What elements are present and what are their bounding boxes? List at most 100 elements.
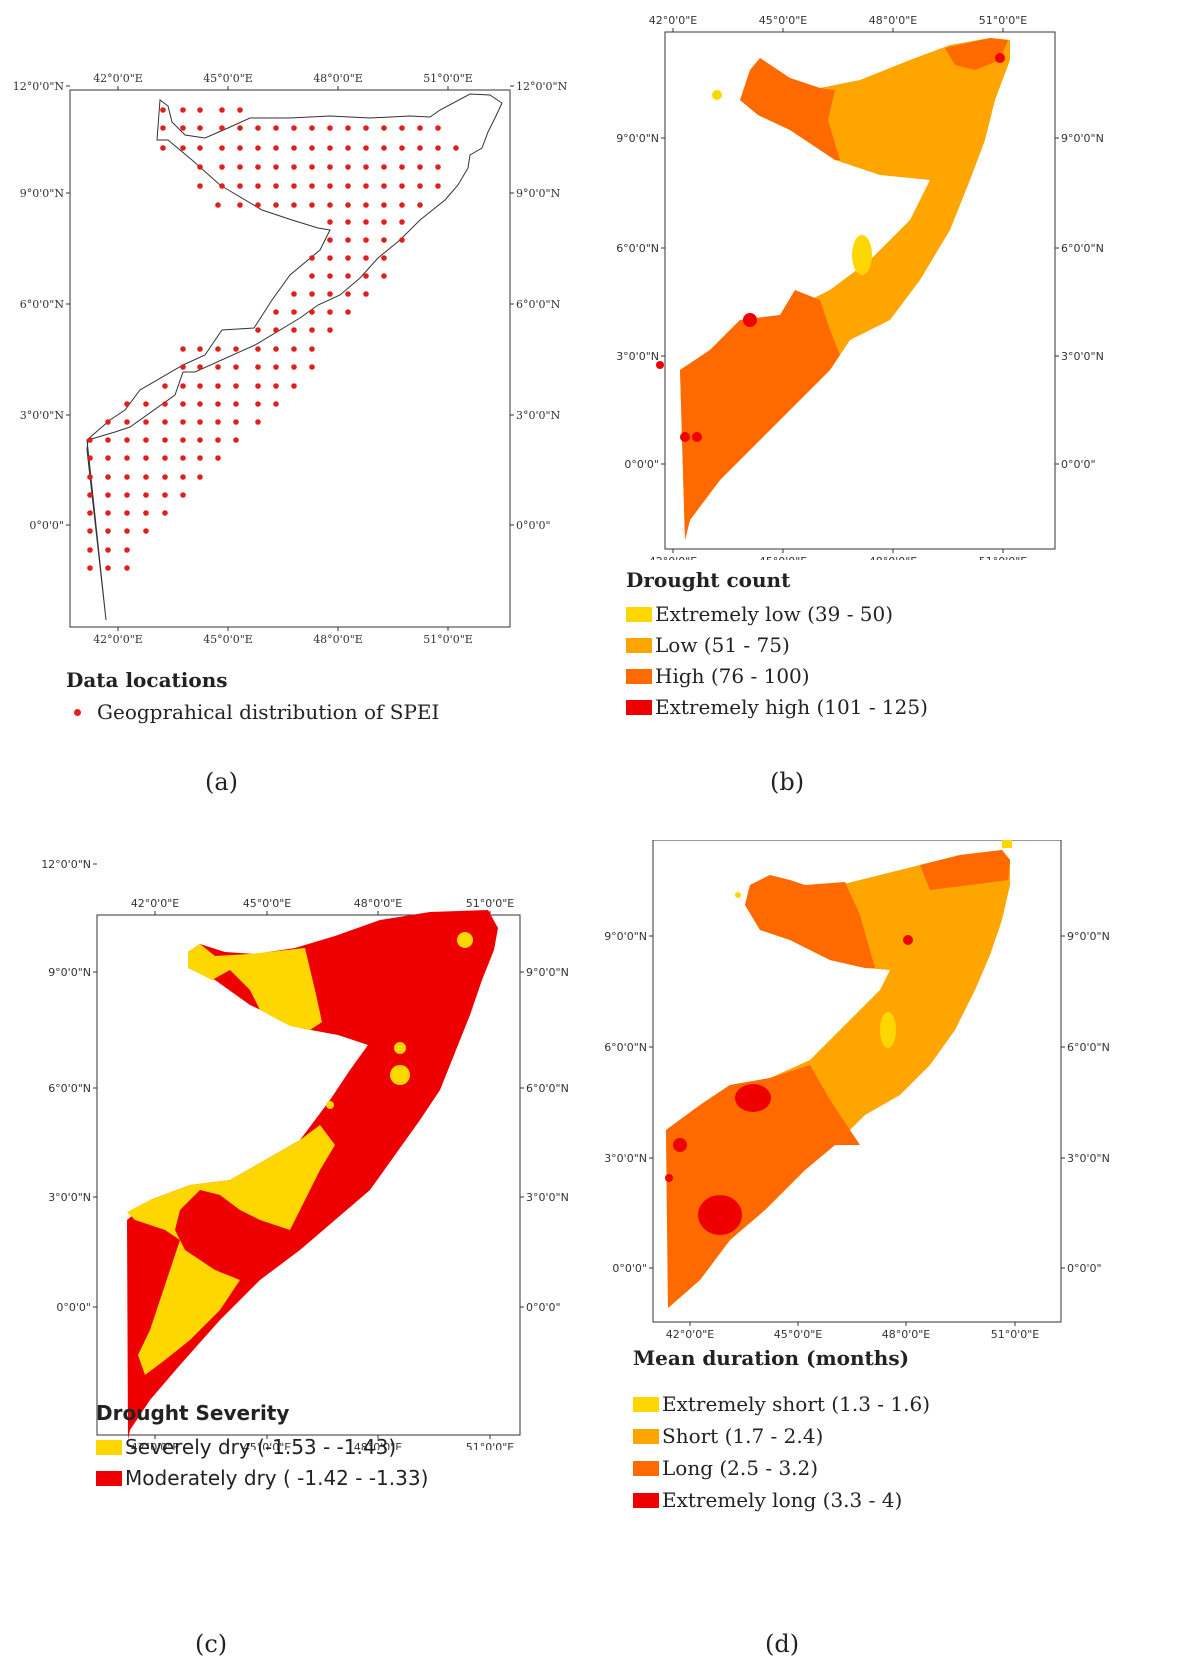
tick-label: 3°0'0"N [1061,350,1104,363]
spei-point [162,419,168,425]
spei-point [417,202,423,208]
spei-point [215,346,221,352]
spei-point [291,183,297,189]
spei-point [273,202,279,208]
legend-label: Short (1.7 - 2.4) [662,1424,824,1448]
spei-point [237,107,243,113]
legend-title-d: Mean duration (months) [633,1346,910,1370]
spei-point [143,419,149,425]
spei-point [273,183,279,189]
legend-swatch [633,1396,659,1412]
tick-label: 42°0'0"E [131,897,180,910]
legend-label: Moderately dry ( -1.42 - -1.33) [125,1466,429,1490]
tick-label: 45°0'0"E [759,555,808,560]
spei-point [197,401,203,407]
spei-point [233,437,239,443]
spei-point [87,547,93,553]
legend-label: Low (51 - 75) [655,633,790,657]
legend-item-spei: Geogprahical distribution of SPEI [66,700,439,724]
legend-swatch [626,637,652,653]
spei-point [327,164,333,170]
spei-point [327,125,333,131]
spei-point [124,565,130,571]
map-d: 42°0'0"E45°0'0"E48°0'0"E51°0'0"E42°0'0"E… [604,822,1110,1341]
legend-label: Extremely high (101 - 125) [655,695,928,719]
spei-point [105,437,111,443]
spei-point [399,183,405,189]
spei-point [180,492,186,498]
tick-label: 0°0'0" [516,519,551,532]
tick-label: 9°0'0"N [1067,930,1110,943]
caption-a: (a) [205,768,239,796]
spot-severely-dry-c [390,1065,410,1085]
spei-point [255,183,261,189]
spei-point [219,125,225,131]
spei-point [345,237,351,243]
spei-point [87,455,93,461]
tick-label: 42°0'0"E [93,633,143,646]
spei-point [309,291,315,297]
legend-item: Low (51 - 75) [626,633,790,657]
spei-point [399,202,405,208]
caption-d: (d) [765,1630,800,1658]
legend-swatch [96,1439,122,1455]
tick-label: 6°0'0"N [516,298,561,311]
tick-label: 9°0'0"N [48,966,91,979]
tick-label: 9°0'0"N [604,930,647,943]
tick-label: 0°0'0" [56,1301,91,1314]
spei-point [309,164,315,170]
tick-label: 48°0'0"E [869,555,918,560]
spei-point [363,183,369,189]
spei-point [197,364,203,370]
region-long-d-south [666,1065,860,1308]
spei-point [237,125,243,131]
spei-point [162,383,168,389]
spei-point [197,183,203,189]
spei-point [381,237,387,243]
spei-point [180,346,186,352]
spei-point [160,125,166,131]
spei-point [381,202,387,208]
spei-point [345,202,351,208]
spei-point [143,437,149,443]
spei-point [363,145,369,151]
spei-point [237,145,243,151]
spei-point [237,164,243,170]
legend-item: Moderately dry ( -1.42 - -1.33) [96,1466,428,1490]
spei-point [105,419,111,425]
spei-point [435,125,441,131]
tick-label: 3°0'0"N [616,350,659,363]
spei-point [327,219,333,225]
region-extremely-short-d-tip [1002,840,1012,848]
spei-point [162,455,168,461]
spei-point [105,528,111,534]
spei-point [105,492,111,498]
spot-extremely-long-d [903,935,913,945]
spei-point [124,401,130,407]
spot-extremely-low-b [712,90,722,100]
spei-point [124,528,130,534]
region-long-d-ne [920,850,1010,890]
spei-point [143,455,149,461]
spei-point [363,125,369,131]
spei-point [291,327,297,333]
spei-point [180,383,186,389]
spei-point [143,510,149,516]
spei-point [381,219,387,225]
spei-point [363,273,369,279]
spei-point [273,327,279,333]
spei-point [255,202,261,208]
legend-item: Extremely low (39 - 50) [626,602,893,626]
spei-point [309,145,315,151]
spei-point [309,183,315,189]
spei-point [327,327,333,333]
spei-point [143,492,149,498]
tick-label: 51°0'0"E [991,1328,1040,1340]
spei-point [381,183,387,189]
spot-severely-dry-c [394,1042,406,1054]
legend-label: High (76 - 100) [655,664,810,688]
spei-point [124,474,130,480]
spei-point [291,202,297,208]
spei-point [143,401,149,407]
spei-point [273,346,279,352]
